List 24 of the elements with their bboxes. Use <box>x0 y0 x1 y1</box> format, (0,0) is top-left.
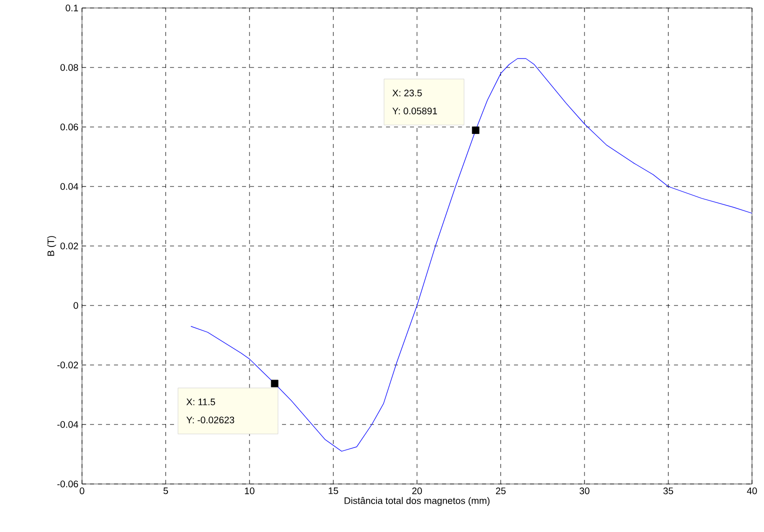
y-tick-label: -0.04 <box>57 421 78 428</box>
y-tick-label: -0.06 <box>57 480 78 488</box>
x-tick-label: 5 <box>164 488 168 494</box>
annotation: Y: 0.05891 <box>392 108 438 114</box>
annotation: X: 11.5 <box>186 398 216 406</box>
x-tick-label: 15 <box>328 488 338 494</box>
y-tick-label: 0.04 <box>60 183 78 190</box>
annotation: X: 23.5 <box>392 90 422 96</box>
y-tick-label: 0.1 <box>66 4 78 12</box>
y-tick-label: 0 <box>74 302 78 309</box>
y-tick-label: 0.06 <box>60 124 78 130</box>
x-tick-label: 0 <box>80 488 84 494</box>
y-axis-title: B (T) <box>47 236 56 256</box>
x-tick-label: 35 <box>663 488 674 494</box>
x-tick-label: 40 <box>746 488 757 494</box>
x-tick-label: 25 <box>496 488 506 494</box>
y-tick-label: 0.08 <box>60 64 78 71</box>
x-tick-label: 30 <box>580 488 590 494</box>
x-tick-label: 10 <box>244 488 254 494</box>
y-tick-label: 0.02 <box>60 242 78 250</box>
x-tick-label: 20 <box>412 488 422 494</box>
y-tick-label: -0.02 <box>57 362 78 368</box>
x-axis-title: Distância total dos magnetos (mm) <box>344 497 490 506</box>
annotation: Y: -0.02623 <box>186 416 234 424</box>
